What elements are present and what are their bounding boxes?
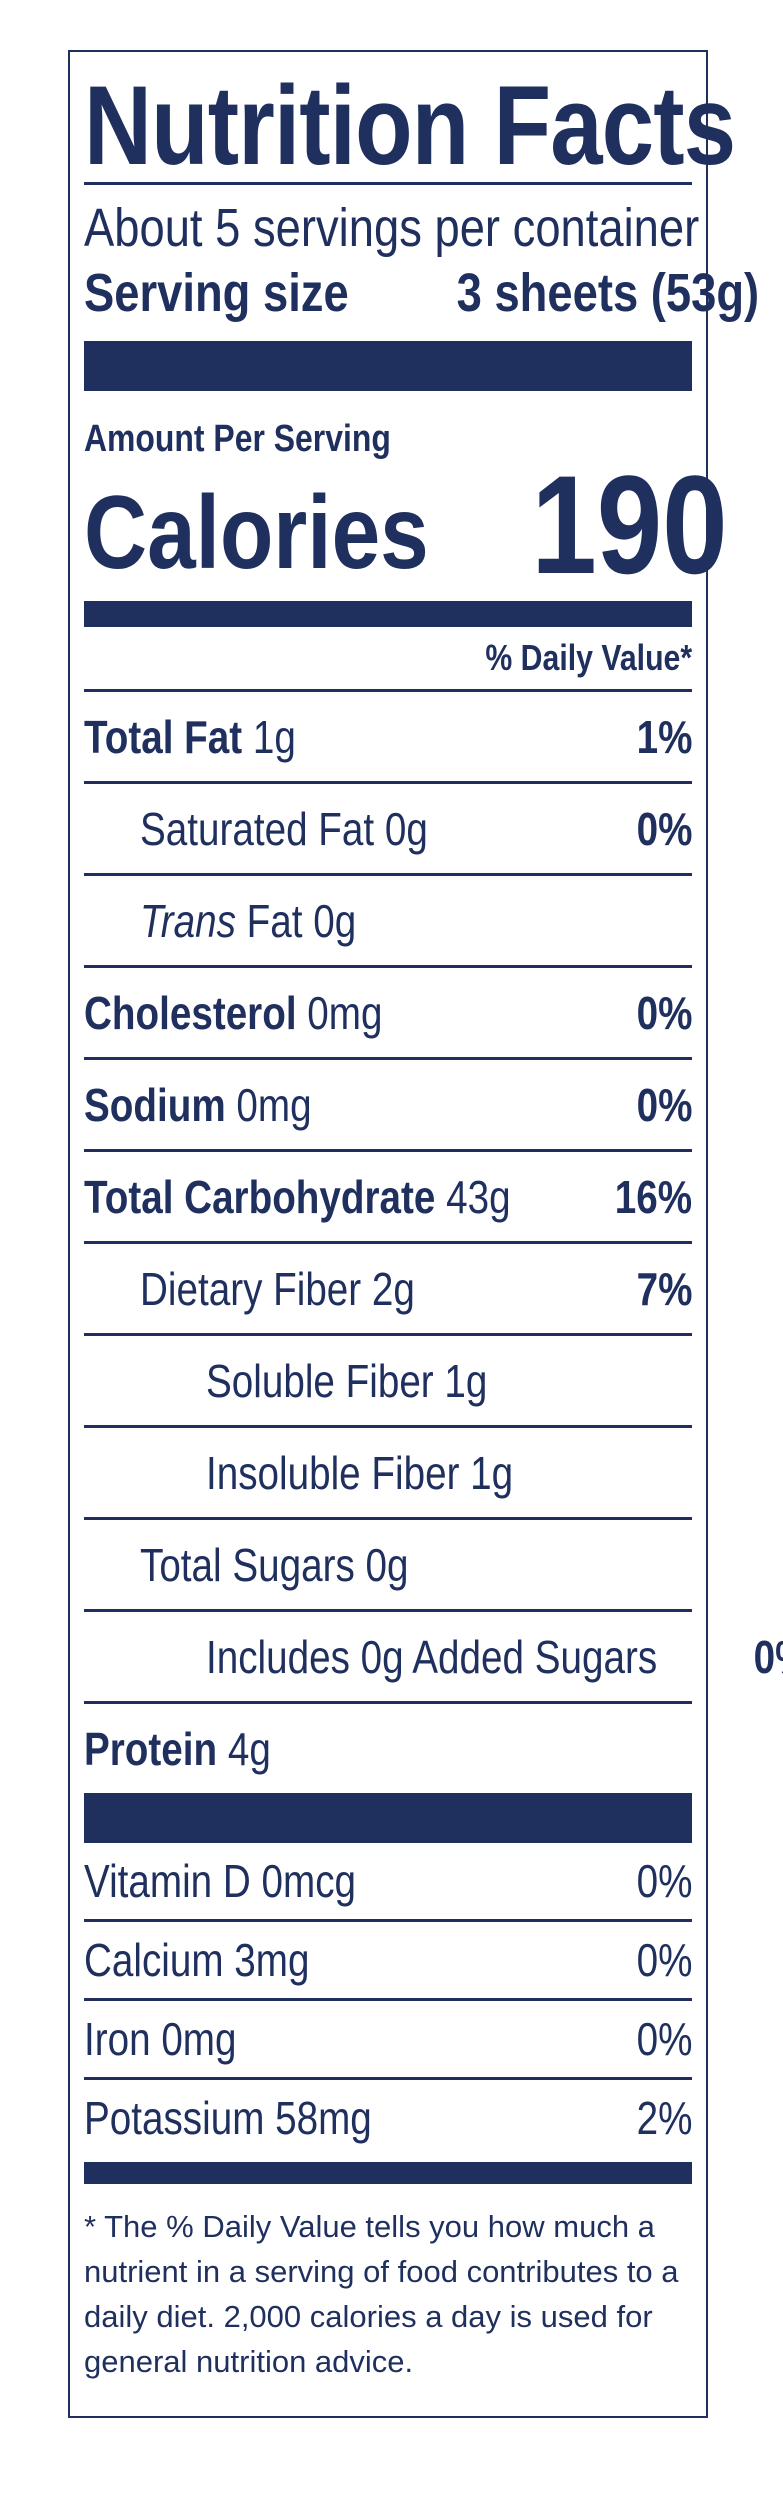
calories-value: 190	[531, 446, 729, 603]
label-title: Nutrition Facts	[84, 63, 736, 188]
nutrient-row-added-sugars: Includes 0g Added Sugars 0%	[84, 1612, 783, 1704]
nutrient-row-sodium: Sodium 0mg 0%	[84, 1060, 692, 1152]
nutrient-row-total-fat: Total Fat 1g 1%	[84, 692, 692, 784]
medium-divider	[84, 2162, 692, 2184]
thick-divider	[84, 341, 692, 391]
daily-value-footnote: * The % Daily Value tells you how much a…	[84, 2209, 679, 2379]
nutrient-row-dietary-fiber: Dietary Fiber 2g 7%	[84, 1244, 692, 1336]
medium-divider	[84, 601, 692, 627]
nutrition-facts-label: Nutrition Facts About 5 servings per con…	[68, 50, 783, 2418]
nutrient-row-total-carbohydrate: Total Carbohydrate 43g 16%	[84, 1152, 692, 1244]
divider	[84, 182, 692, 185]
nutrient-row-insoluble-fiber: Insoluble Fiber 1g	[84, 1428, 692, 1520]
vitamin-row-iron: Iron 0mg 0%	[84, 2001, 692, 2080]
vitamin-row-vitamin-d: Vitamin D 0mcg 0%	[84, 1843, 692, 1922]
nutrient-row-trans-fat: Trans Fat 0g	[84, 876, 692, 968]
amount-per-serving: Amount Per Serving	[84, 418, 391, 460]
nutrient-row-soluble-fiber: Soluble Fiber 1g	[84, 1336, 692, 1428]
nutrient-row-cholesterol: Cholesterol 0mg 0%	[84, 968, 692, 1060]
nutrient-row-saturated-fat: Saturated Fat 0g 0%	[84, 784, 692, 876]
thick-divider	[84, 1793, 692, 1843]
nutrient-row-total-sugars: Total Sugars 0g	[84, 1520, 692, 1612]
calories-label: Calories	[84, 475, 429, 591]
vitamin-row-potassium: Potassium 58mg 2%	[84, 2092, 692, 2144]
daily-value-header: % Daily Value*	[84, 627, 692, 692]
serving-size-label: Serving size	[84, 263, 349, 323]
serving-size-row: Serving size 3 sheets (53g)	[84, 261, 759, 341]
calories-row: Calories 190	[84, 455, 728, 595]
servings-per-container: About 5 servings per container	[84, 198, 700, 258]
vitamin-row-calcium: Calcium 3mg 0%	[84, 1922, 692, 2001]
serving-size-value: 3 sheets (53g)	[456, 263, 760, 323]
nutrient-row-protein: Protein 4g	[84, 1722, 271, 1775]
